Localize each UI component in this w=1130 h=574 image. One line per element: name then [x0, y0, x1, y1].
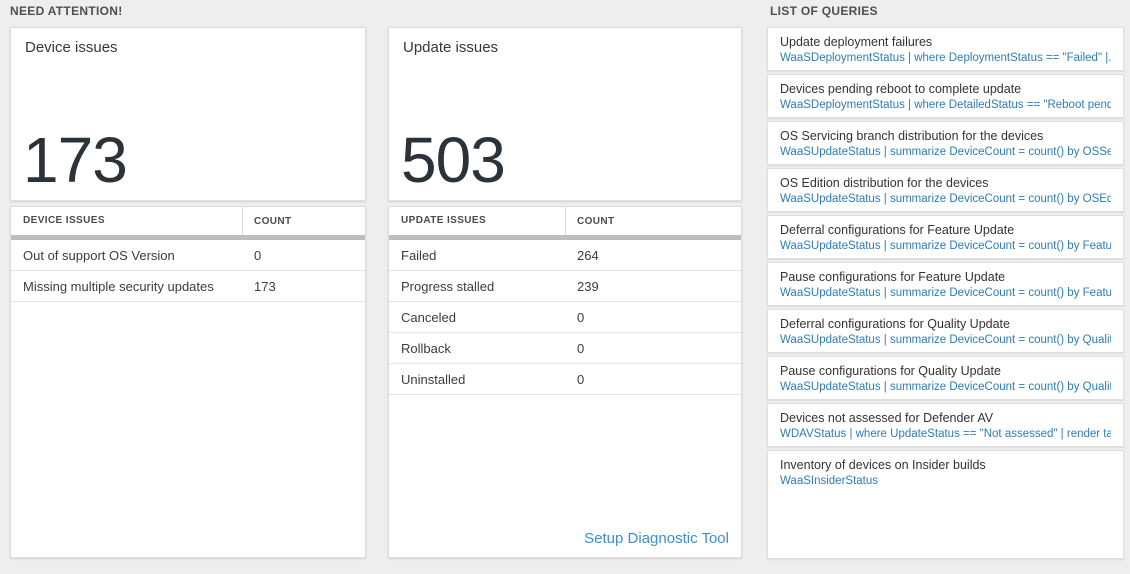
- query-title: Pause configurations for Feature Update: [780, 270, 1006, 284]
- device-issues-table: DEVICE ISSUES COUNT Out of support OS Ve…: [10, 206, 366, 558]
- issue-label: Out of support OS Version: [23, 247, 175, 263]
- query-title: Devices pending reboot to complete updat…: [780, 82, 1022, 96]
- update-issues-tile[interactable]: Update issues 503: [388, 27, 742, 201]
- table-row[interactable]: Progress stalled 239: [389, 271, 741, 302]
- table-row[interactable]: Uninstalled 0: [389, 364, 741, 395]
- issue-count: 239: [577, 278, 599, 294]
- issue-label: Progress stalled: [401, 278, 495, 294]
- query-list-item[interactable]: Pause configurations for Feature Update …: [767, 262, 1124, 306]
- query-list-item[interactable]: Devices not assessed for Defender AV WDA…: [767, 403, 1124, 447]
- column-header-count: COUNT: [254, 215, 292, 227]
- query-code: WaaSUpdateStatus | summarize DeviceCount…: [780, 334, 1111, 346]
- issue-count: 0: [577, 309, 585, 325]
- table-row[interactable]: Rollback 0: [389, 333, 741, 364]
- query-list-item[interactable]: Pause configurations for Quality Update …: [767, 356, 1124, 400]
- query-title: Update deployment failures: [780, 35, 933, 49]
- query-title: Inventory of devices on Insider builds: [780, 458, 986, 472]
- device-issues-column: Device issues 173 DEVICE ISSUES COUNT Ou…: [10, 27, 366, 558]
- query-list-item[interactable]: Deferral configurations for Quality Upda…: [767, 309, 1124, 353]
- query-code: WaaSInsiderStatus: [780, 475, 879, 487]
- issue-count: 264: [577, 247, 599, 263]
- header-divider-bar: [389, 235, 741, 240]
- query-title: Deferral configurations for Feature Upda…: [780, 223, 1015, 237]
- query-code: WaaSDeploymentStatus | where DetailedSta…: [780, 99, 1111, 111]
- query-title: Deferral configurations for Quality Upda…: [780, 317, 1010, 331]
- query-code: WDAVStatus | where UpdateStatus == "Not …: [780, 428, 1111, 440]
- table-row[interactable]: Out of support OS Version 0: [11, 240, 365, 271]
- device-issues-count-value: 173: [23, 124, 128, 196]
- query-list-item[interactable]: Devices pending reboot to complete updat…: [767, 74, 1124, 118]
- column-header-count: COUNT: [577, 215, 615, 227]
- issue-label: Canceled: [401, 309, 456, 325]
- issue-count: 0: [577, 340, 585, 356]
- query-list-item[interactable]: Update deployment failures WaaSDeploymen…: [767, 27, 1124, 71]
- setup-diagnostic-tool-link[interactable]: Setup Diagnostic Tool: [584, 530, 729, 547]
- query-code: WaaSDeploymentStatus | where DeploymentS…: [780, 52, 1111, 64]
- column-header-update-issues: UPDATE ISSUES: [389, 207, 566, 235]
- table-row[interactable]: Failed 264: [389, 240, 741, 271]
- issue-label: Missing multiple security updates: [23, 278, 214, 294]
- update-issues-table: UPDATE ISSUES COUNT Failed 264 Progress …: [388, 206, 742, 558]
- column-header-device-issues: DEVICE ISSUES: [11, 207, 243, 235]
- table-row[interactable]: Canceled 0: [389, 302, 741, 333]
- issue-count: 173: [254, 278, 276, 294]
- update-issues-count-value: 503: [401, 124, 506, 196]
- device-issues-table-header: DEVICE ISSUES COUNT: [11, 207, 365, 235]
- query-list-item[interactable]: Deferral configurations for Feature Upda…: [767, 215, 1124, 259]
- query-list: Update deployment failures WaaSDeploymen…: [767, 27, 1124, 559]
- query-code: WaaSUpdateStatus | summarize DeviceCount…: [780, 193, 1111, 205]
- query-list-item[interactable]: OS Edition distribution for the devices …: [767, 168, 1124, 212]
- section-title-list-of-queries: LIST OF QUERIES: [770, 4, 878, 18]
- query-code: WaaSUpdateStatus | summarize DeviceCount…: [780, 381, 1111, 393]
- query-title: OS Edition distribution for the devices: [780, 176, 989, 190]
- device-issues-tile[interactable]: Device issues 173: [10, 27, 366, 201]
- query-title: OS Servicing branch distribution for the…: [780, 129, 1044, 143]
- query-code: WaaSUpdateStatus | summarize DeviceCount…: [780, 287, 1111, 299]
- issue-label: Failed: [401, 247, 437, 263]
- update-issues-tile-title: Update issues: [403, 39, 499, 56]
- query-title: Pause configurations for Quality Update: [780, 364, 1001, 378]
- query-code: WaaSUpdateStatus | summarize DeviceCount…: [780, 240, 1111, 252]
- issue-count: 0: [254, 247, 262, 263]
- issue-label: Rollback: [401, 340, 451, 356]
- query-list-item[interactable]: OS Servicing branch distribution for the…: [767, 121, 1124, 165]
- header-divider-bar: [11, 235, 365, 240]
- device-issues-tile-title: Device issues: [25, 39, 118, 56]
- section-title-need-attention: NEED ATTENTION!: [10, 4, 123, 18]
- query-title: Devices not assessed for Defender AV: [780, 411, 994, 425]
- query-code: WaaSUpdateStatus | summarize DeviceCount…: [780, 146, 1111, 158]
- query-list-item[interactable]: Inventory of devices on Insider builds W…: [767, 450, 1124, 559]
- table-row[interactable]: Missing multiple security updates 173: [11, 271, 365, 302]
- issue-count: 0: [577, 371, 585, 387]
- update-issues-column: Update issues 503 UPDATE ISSUES COUNT Fa…: [388, 27, 742, 558]
- issue-label: Uninstalled: [401, 371, 466, 387]
- update-issues-table-header: UPDATE ISSUES COUNT: [389, 207, 741, 235]
